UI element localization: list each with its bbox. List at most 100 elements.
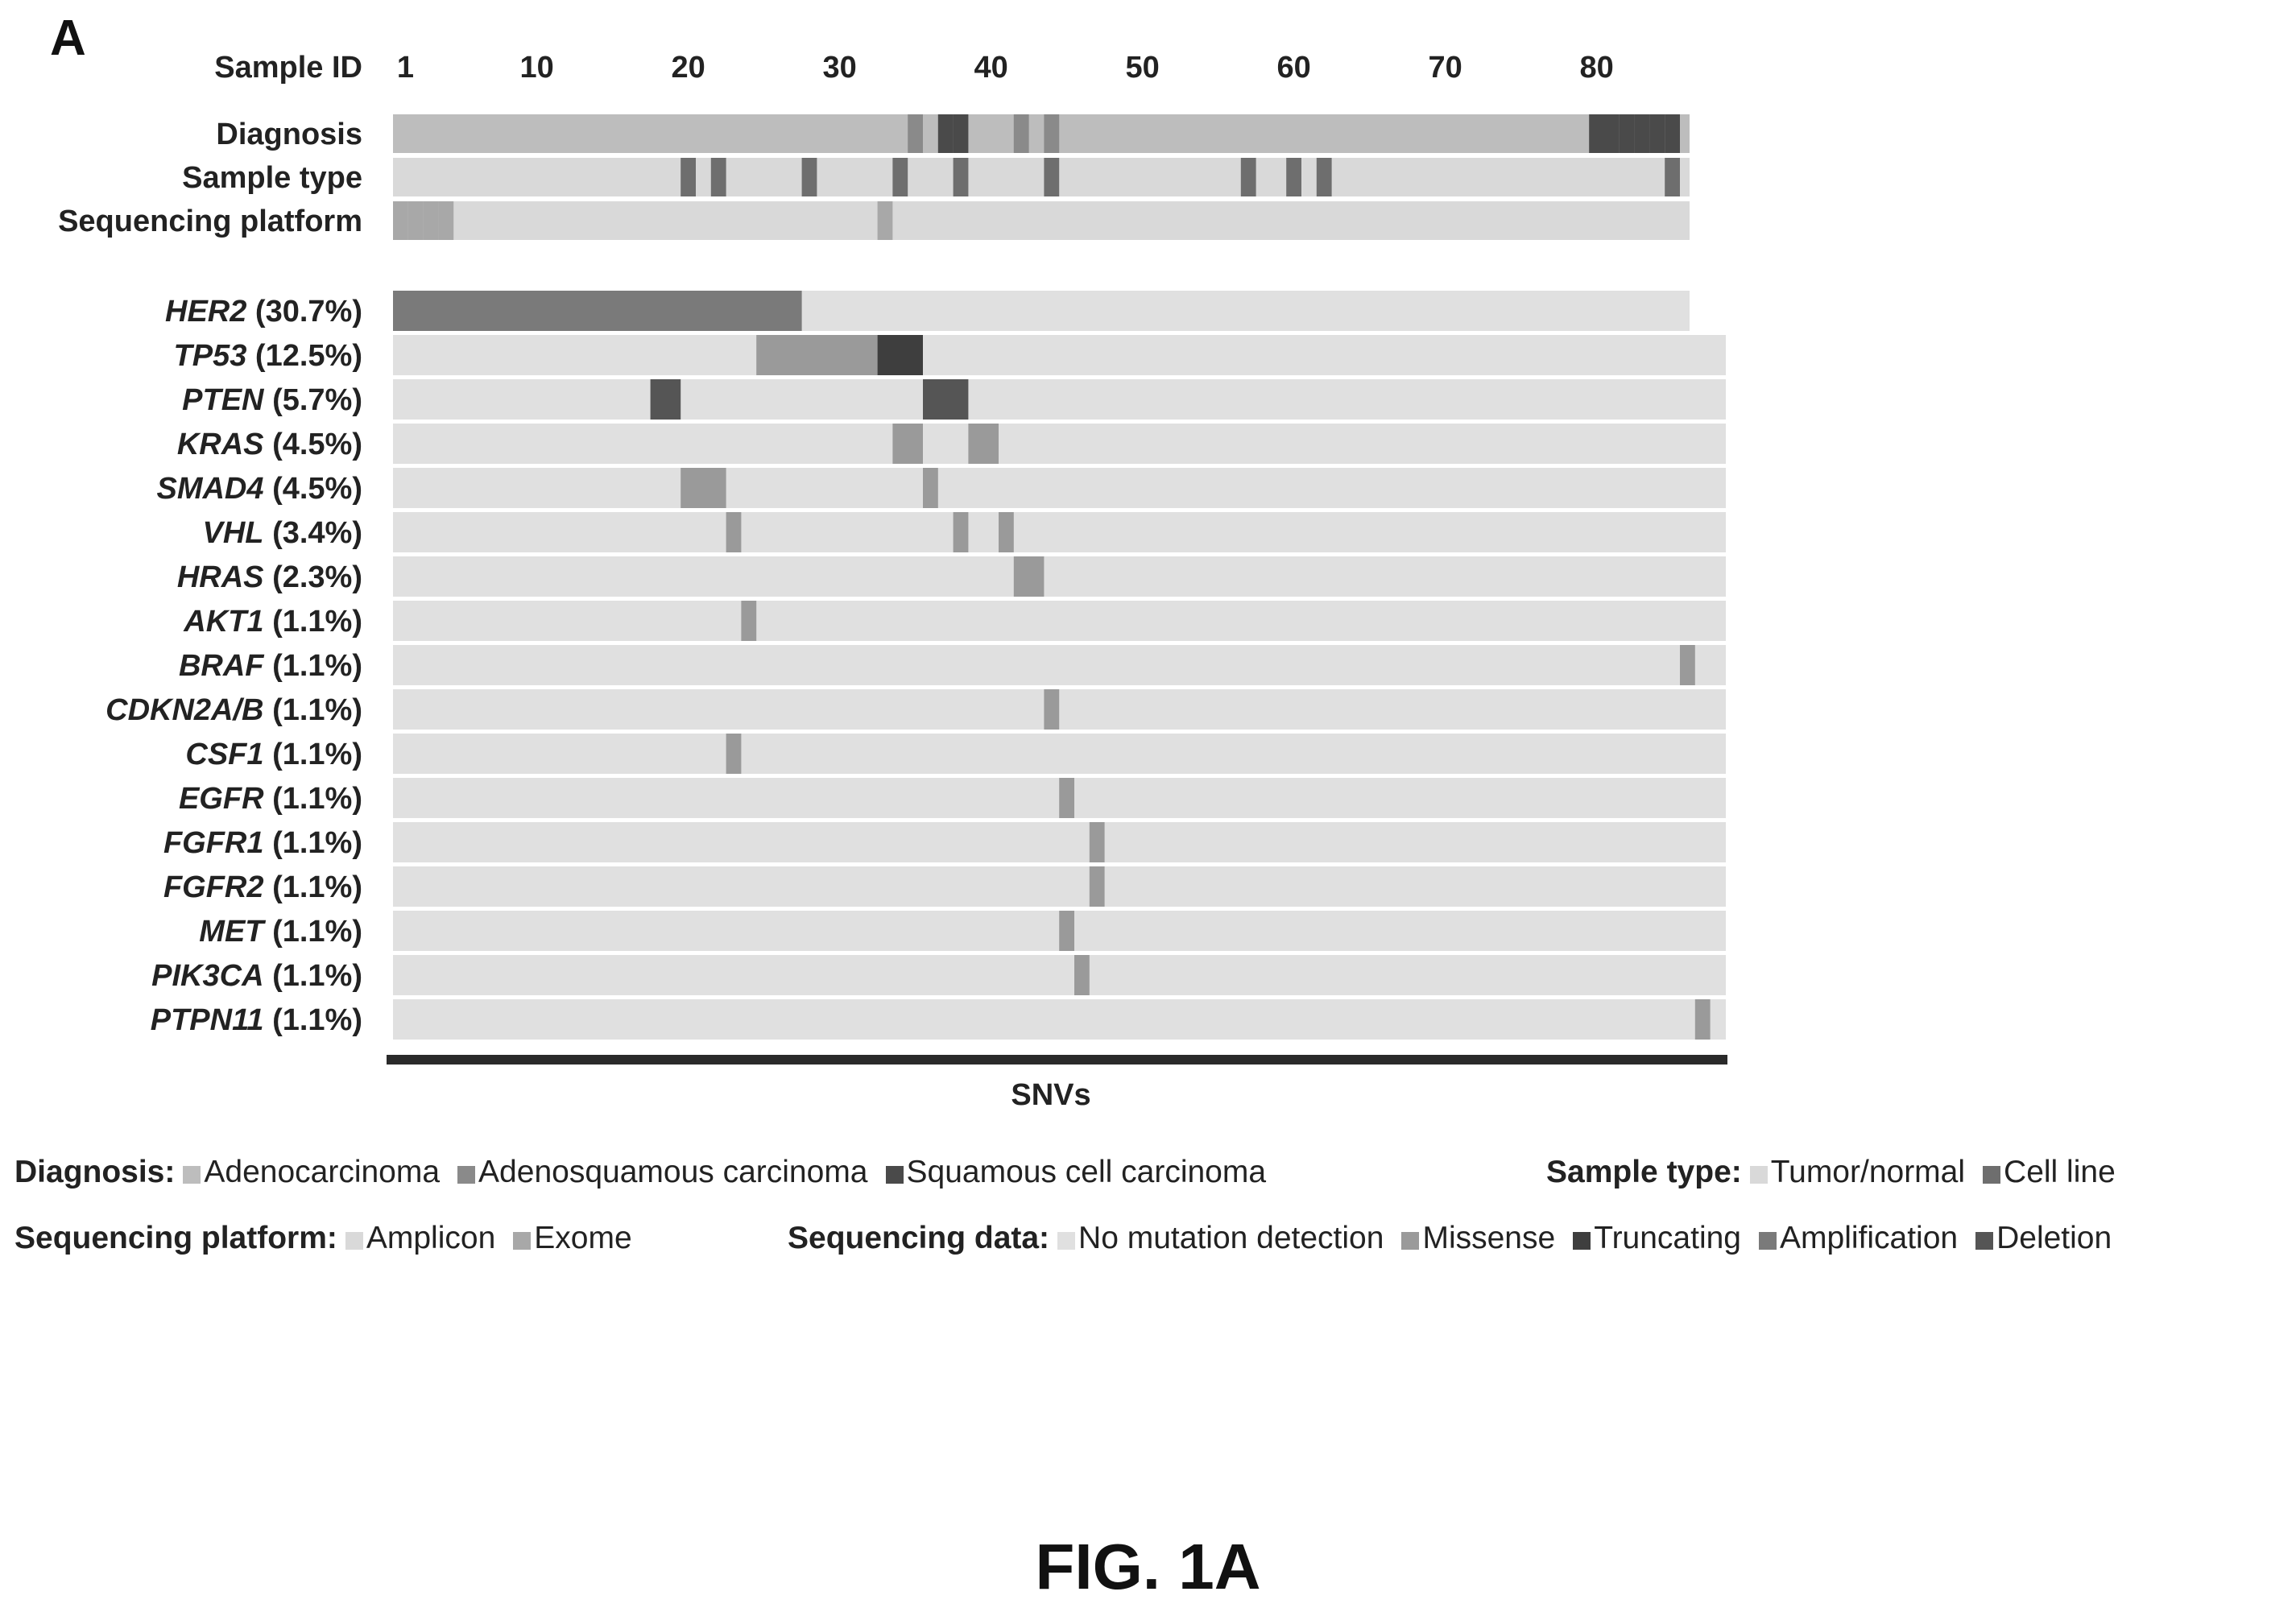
mutation-cell (923, 468, 938, 508)
legend-swatch (183, 1166, 201, 1184)
snv-baseline-bar (387, 1055, 1727, 1065)
gene-row-label: HRAS (2.3%) (177, 560, 362, 594)
legend-label: Exome (534, 1221, 632, 1255)
mutation-cell (726, 512, 742, 552)
x-tick-label: 20 (671, 51, 705, 85)
gene-row-background (393, 955, 1726, 995)
legend-label: Deletion (1996, 1221, 2112, 1255)
mutation-cell (892, 424, 923, 464)
x-tick-label: 10 (519, 51, 553, 85)
gene-row-label: FGFR1 (1.1%) (163, 826, 362, 860)
annotation-tracks: Diagnosis Sample type Sequencing platform (58, 114, 1690, 240)
legend-title: Sequencing data: (788, 1221, 1050, 1255)
legend-swatch (1749, 1166, 1768, 1184)
annotation-row-label: Diagnosis (216, 118, 362, 151)
mutation-cell (1059, 911, 1074, 951)
gene-row-label: FGFR2 (1.1%) (163, 870, 362, 904)
gene-row-label: CDKN2A/B (1.1%) (105, 693, 362, 727)
legend-item: Truncating (1573, 1221, 1741, 1255)
legend-swatch (1759, 1232, 1777, 1250)
legend-item: Deletion (1975, 1221, 2112, 1255)
mutation-cell (1089, 822, 1105, 862)
legend-item: Amplicon (345, 1221, 495, 1255)
gene-row-label: PTEN (5.7%) (182, 383, 362, 417)
annotation-cell (908, 114, 923, 153)
gene-row-label: KRAS (4.5%) (177, 428, 362, 461)
mutation-cell (1694, 999, 1711, 1040)
annotation-cell (801, 158, 817, 196)
gene-row-label: PTPN11 (1.1%) (151, 1003, 362, 1037)
legend-swatch (1057, 1232, 1076, 1250)
gene-row-background (393, 866, 1726, 907)
legend-label: Truncating (1594, 1221, 1741, 1255)
mutation-cell (999, 512, 1014, 552)
legend-item: Amplification (1759, 1221, 1958, 1255)
annotation-row-background (393, 158, 1690, 196)
annotation-cell (407, 201, 424, 240)
legend-swatch (345, 1232, 363, 1250)
annotation-row-label: Sample type (182, 161, 362, 195)
x-axis-label: Sample ID (214, 51, 362, 85)
legend-item: No mutation detection (1057, 1221, 1384, 1255)
annotation-cell (393, 201, 408, 240)
mutation-cell (393, 291, 802, 331)
x-tick-label: 50 (1125, 51, 1159, 85)
annotation-cell (1316, 158, 1332, 196)
gene-row-label: MET (1.1%) (199, 915, 362, 949)
legend-title: Sequencing platform: (14, 1221, 337, 1255)
gene-row-background (393, 379, 1726, 420)
annotation-cell (1619, 114, 1635, 153)
annotation-cell (438, 201, 454, 240)
annotation-cell (1286, 158, 1301, 196)
legend-swatch (1401, 1232, 1420, 1250)
gene-row-label: AKT1 (1.1%) (183, 605, 362, 639)
legend-label: Amplification (1780, 1221, 1959, 1255)
x-tick-label: 1 (397, 51, 414, 85)
annotation-cell (953, 114, 969, 153)
gene-row-background (393, 645, 1726, 685)
gene-row-label: TP53 (12.5%) (174, 339, 362, 373)
legend-label: Missense (1422, 1221, 1556, 1255)
annotation-cell (1634, 114, 1650, 153)
gene-row-background (393, 822, 1726, 862)
annotation-row-label: Sequencing platform (58, 205, 362, 238)
legend-swatch (885, 1166, 904, 1184)
annotation-cell (1604, 114, 1620, 153)
legend-title: Diagnosis: (14, 1155, 176, 1189)
annotation-cell (1665, 158, 1680, 196)
legend-item: Tumor/normal (1749, 1155, 1966, 1189)
legend-label: Adenocarcinoma (204, 1155, 441, 1189)
gene-row-label: VHL (3.4%) (203, 516, 362, 550)
annotation-cell (1240, 158, 1256, 196)
gene-row-background (393, 734, 1726, 774)
mutation-cell (741, 601, 757, 641)
legend-label: Tumor/normal (1770, 1155, 1966, 1189)
annotation-cell (1649, 114, 1665, 153)
x-tick-label: 80 (1579, 51, 1613, 85)
mutation-cell (1680, 645, 1695, 685)
annotation-cell (892, 158, 908, 196)
legend-label: Cell line (2004, 1155, 2116, 1189)
annotation-cell (710, 158, 726, 196)
legend-item: Adenosquamous carcinoma (457, 1155, 868, 1189)
legend-sequencing-data: Sequencing data: No mutation detection Mis… (788, 1221, 2129, 1256)
legend-swatch (513, 1232, 532, 1250)
annotation-cell (1044, 114, 1060, 153)
gene-row-background (393, 999, 1726, 1040)
mutation-cell (650, 379, 681, 420)
legend-item: Missense (1401, 1221, 1555, 1255)
gene-row-background (393, 601, 1726, 641)
annotation-cell (953, 158, 969, 196)
mutation-cell (1013, 556, 1045, 597)
mutation-cell (681, 468, 726, 508)
annotation-cell (877, 201, 893, 240)
mutation-cell (756, 335, 878, 375)
legend-swatch (1975, 1232, 1994, 1250)
gene-row-background (393, 424, 1726, 464)
legend-item: Squamous cell carcinoma (885, 1155, 1266, 1189)
mutation-cell (953, 512, 969, 552)
annotation-cell (1665, 114, 1680, 153)
legend-label: Adenosquamous carcinoma (478, 1155, 868, 1189)
x-tick-label: 40 (974, 51, 1007, 85)
